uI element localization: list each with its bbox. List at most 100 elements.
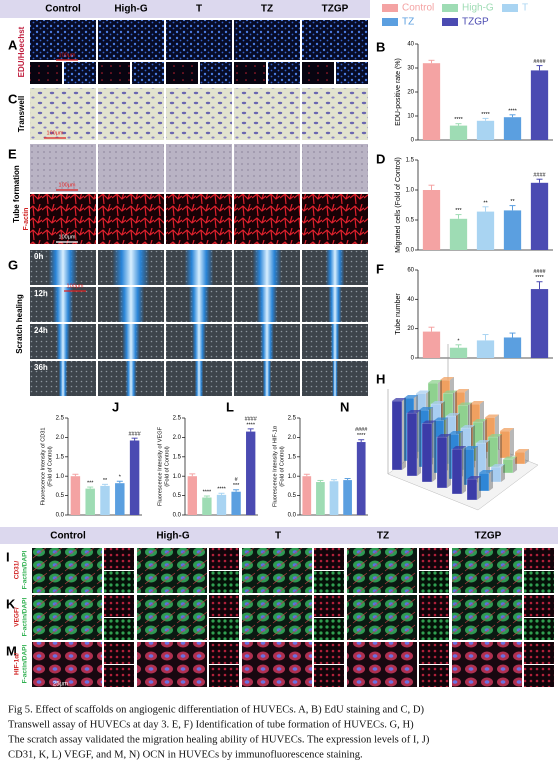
y-tick-label: 2.0 bbox=[173, 435, 182, 441]
bar-3d-top bbox=[479, 470, 493, 473]
y-tick-label: 30 bbox=[407, 66, 414, 72]
micrograph bbox=[242, 548, 312, 593]
micrograph bbox=[200, 62, 232, 84]
micrograph bbox=[166, 194, 232, 244]
bar bbox=[329, 481, 339, 515]
micrograph bbox=[98, 144, 164, 192]
micrograph bbox=[30, 88, 96, 140]
micrograph bbox=[314, 571, 344, 593]
micrograph bbox=[452, 595, 522, 640]
significance-label: *** bbox=[233, 483, 240, 489]
y-axis-label: Fluorescence Intensity of VEGF bbox=[157, 426, 163, 506]
bar bbox=[356, 442, 366, 515]
y-tick-label: 1.5 bbox=[406, 158, 415, 164]
row-label: HIF-1α/ bbox=[14, 653, 21, 675]
significance-label: **** bbox=[535, 275, 544, 281]
legend-label: High-G bbox=[462, 3, 494, 14]
time-label: 12h bbox=[34, 289, 48, 298]
bar-3d-top bbox=[458, 402, 472, 406]
micrograph bbox=[32, 595, 102, 640]
significance-label: *** bbox=[87, 481, 94, 487]
micrograph bbox=[104, 642, 134, 664]
micrograph bbox=[314, 548, 344, 570]
bar bbox=[316, 482, 325, 515]
significance-label: #### bbox=[533, 173, 546, 179]
bar bbox=[422, 190, 441, 250]
y-tick-label: 0.5 bbox=[406, 218, 415, 224]
y-tick-label: 1.5 bbox=[56, 454, 65, 460]
significance-label: **** bbox=[454, 117, 463, 123]
bar-3d-top bbox=[491, 464, 505, 467]
bar-3d-side bbox=[498, 434, 502, 467]
bar bbox=[115, 483, 125, 515]
legend-swatch bbox=[502, 4, 518, 12]
micrograph bbox=[419, 595, 449, 617]
micrograph bbox=[302, 20, 368, 60]
column-label: High-G bbox=[114, 4, 148, 15]
y-axis-label: (Fold of Control) bbox=[47, 446, 53, 487]
panel-letter: J bbox=[112, 399, 119, 414]
y-tick-label: 0 bbox=[411, 356, 415, 362]
micrograph bbox=[209, 665, 239, 687]
y-axis-label: Fluorescence Intensity of CD31 bbox=[40, 427, 46, 505]
y-tick-label: 20 bbox=[407, 90, 414, 96]
y-axis-label: Tube number bbox=[395, 293, 402, 335]
micrograph bbox=[524, 595, 554, 617]
significance-label: *** bbox=[455, 208, 462, 214]
column-label: T bbox=[196, 4, 202, 15]
micrograph bbox=[234, 62, 266, 84]
micrograph bbox=[419, 642, 449, 664]
bar bbox=[530, 70, 549, 140]
bar-3d-top bbox=[422, 420, 436, 424]
scratch-gap bbox=[262, 361, 272, 396]
bar bbox=[100, 485, 110, 515]
micrograph bbox=[137, 548, 207, 593]
micrograph bbox=[419, 665, 449, 687]
micrograph bbox=[234, 88, 300, 140]
micrograph bbox=[98, 194, 164, 244]
scratch-gap bbox=[256, 287, 278, 322]
bar bbox=[476, 340, 495, 358]
scratch-gap bbox=[112, 250, 150, 285]
significance-label: **** bbox=[203, 489, 212, 495]
column-label: TZGP bbox=[475, 531, 502, 542]
bar-3d-top bbox=[392, 398, 406, 401]
y-tick-label: 1.0 bbox=[406, 188, 415, 194]
micrograph bbox=[166, 88, 232, 140]
micrograph bbox=[209, 618, 239, 640]
scale-bar-label: 25μm bbox=[53, 682, 68, 688]
micrograph bbox=[104, 548, 134, 570]
micrograph bbox=[209, 595, 239, 617]
micrograph bbox=[302, 194, 368, 244]
bar bbox=[503, 337, 522, 358]
bar-3d-top bbox=[476, 440, 490, 443]
significance-label: **** bbox=[246, 422, 255, 428]
panel-letter: I bbox=[6, 549, 10, 564]
scale-bar-label: 100μm bbox=[59, 234, 76, 240]
row-label: F-actin bbox=[23, 208, 30, 231]
bar-3d-top bbox=[470, 401, 484, 404]
y-axis-label: EDU-positive rate (%) bbox=[395, 58, 402, 126]
scratch-gap bbox=[56, 324, 70, 359]
micrograph bbox=[30, 20, 96, 60]
bar-3d-top bbox=[515, 449, 529, 452]
column-label: Control bbox=[45, 4, 81, 15]
bar-3d bbox=[466, 478, 478, 501]
bar-3d-top bbox=[431, 401, 445, 404]
y-tick-label: 1.0 bbox=[173, 474, 182, 480]
micrograph bbox=[419, 571, 449, 593]
bar bbox=[476, 211, 495, 250]
y-axis-label: (Fold of Control) bbox=[164, 446, 170, 487]
bar-3d-side bbox=[525, 449, 529, 464]
bar-3d-side bbox=[432, 420, 436, 482]
y-tick-label: 2.5 bbox=[56, 416, 65, 422]
micrograph bbox=[32, 642, 102, 687]
bar bbox=[503, 117, 522, 140]
panel-letter: G bbox=[8, 257, 18, 272]
micrograph bbox=[242, 642, 312, 687]
micrograph bbox=[234, 20, 300, 60]
scratch-gap bbox=[252, 250, 282, 285]
micrograph bbox=[452, 642, 522, 687]
micrograph bbox=[137, 595, 207, 640]
bar-3d-side bbox=[510, 428, 514, 458]
